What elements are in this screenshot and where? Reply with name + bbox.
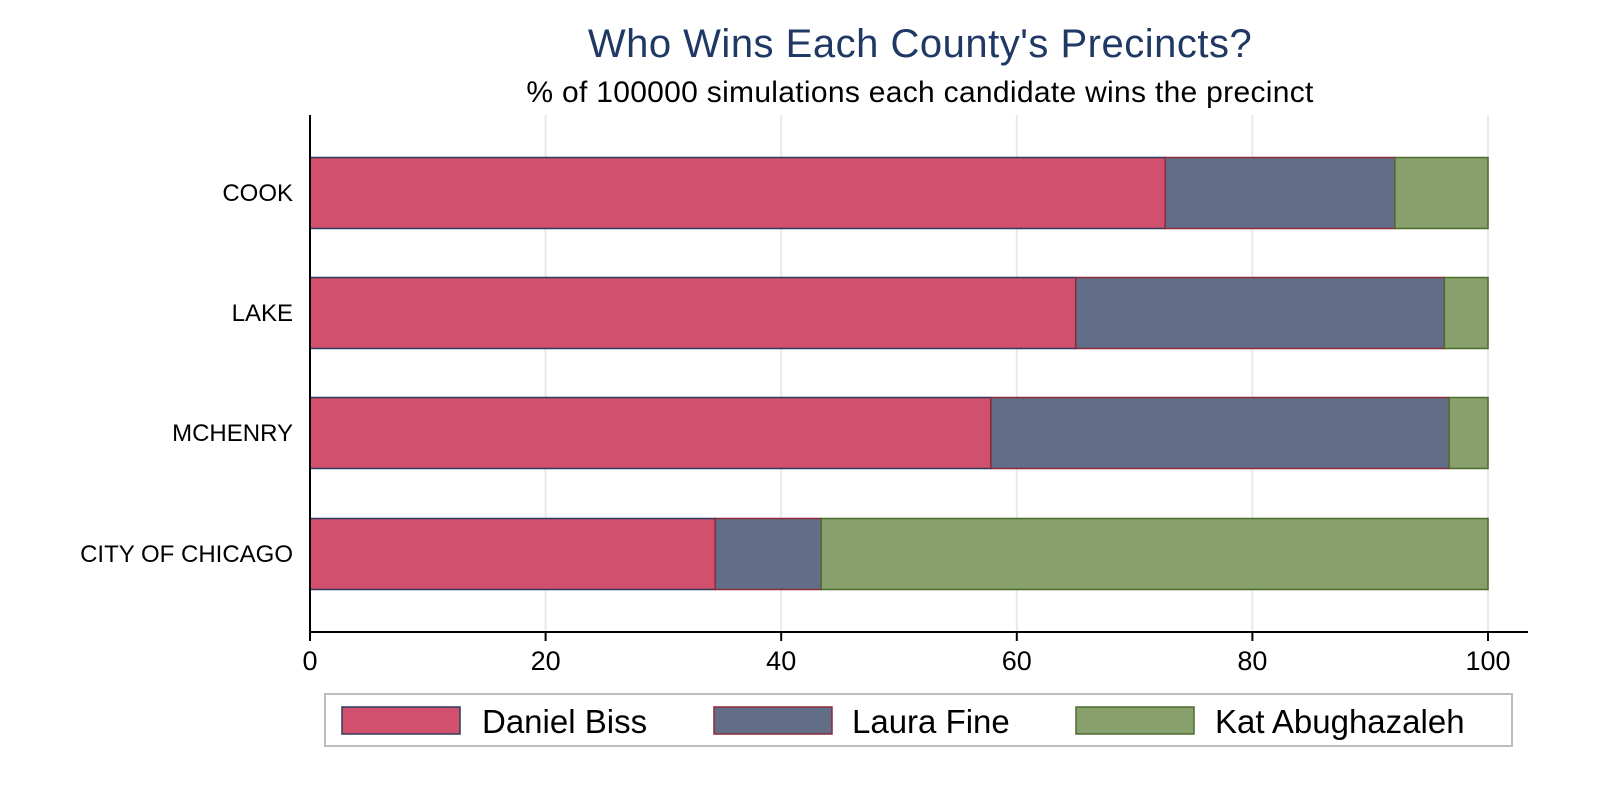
bar-mchenry-kat-abughazaleh bbox=[1448, 396, 1489, 470]
x-tick-label: 40 bbox=[766, 646, 796, 676]
chart-subtitle: % of 100000 simulations each candidate w… bbox=[526, 76, 1314, 109]
category-label: MCHENRY bbox=[172, 420, 293, 447]
bar-city-of-chicago-daniel-biss bbox=[309, 517, 716, 591]
x-tick-label: 80 bbox=[1237, 646, 1267, 676]
x-tick-label: 100 bbox=[1465, 646, 1510, 676]
x-tick-label: 0 bbox=[302, 646, 317, 676]
legend-swatch-kat-abughazaleh bbox=[1075, 706, 1195, 735]
bar-lake-laura-fine bbox=[1074, 276, 1446, 350]
bar-mchenry-daniel-biss bbox=[309, 396, 992, 470]
legend-label-kat-abughazaleh: Kat Abughazaleh bbox=[1215, 703, 1465, 740]
legend-box bbox=[324, 693, 1513, 747]
legend-label-daniel-biss: Daniel Biss bbox=[482, 703, 647, 740]
bar-mchenry-laura-fine bbox=[990, 396, 1450, 470]
bar-cook-laura-fine bbox=[1164, 156, 1396, 230]
bar-lake-kat-abughazaleh bbox=[1443, 276, 1489, 350]
bar-city-of-chicago-kat-abughazaleh bbox=[820, 517, 1489, 591]
legend-swatch-laura-fine bbox=[713, 706, 833, 735]
category-label: LAKE bbox=[232, 300, 293, 327]
category-label: CITY OF CHICAGO bbox=[80, 541, 293, 568]
bar-cook-kat-abughazaleh bbox=[1394, 156, 1489, 230]
x-tick-label: 60 bbox=[1002, 646, 1032, 676]
legend-label-laura-fine: Laura Fine bbox=[852, 703, 1010, 740]
x-tick-label: 20 bbox=[531, 646, 561, 676]
bar-lake-daniel-biss bbox=[309, 276, 1077, 350]
category-label: COOK bbox=[222, 180, 293, 207]
legend-swatch-daniel-biss bbox=[341, 706, 461, 735]
chart-title: Who Wins Each County's Precincts? bbox=[587, 22, 1253, 66]
bar-city-of-chicago-laura-fine bbox=[714, 517, 823, 591]
bar-cook-daniel-biss bbox=[309, 156, 1166, 230]
